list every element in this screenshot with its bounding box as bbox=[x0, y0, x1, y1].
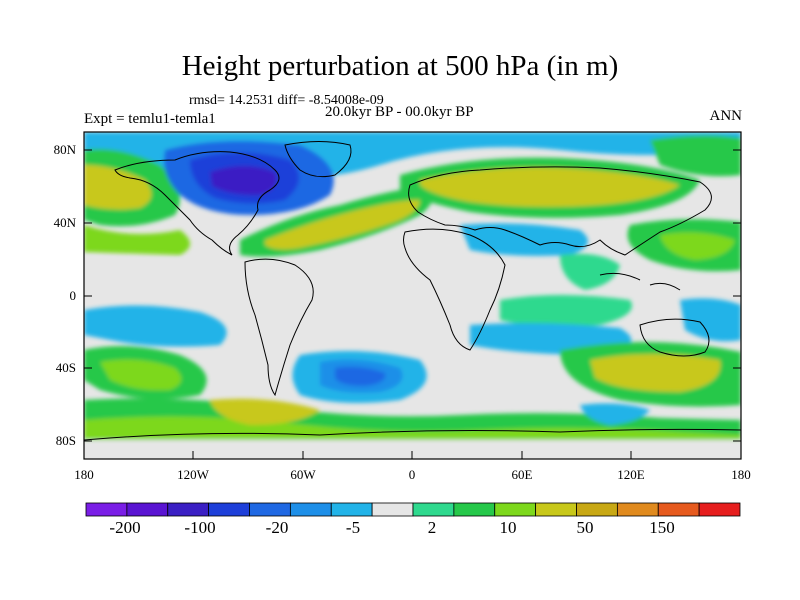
colorbar-box bbox=[330, 502, 373, 517]
lon-ticks bbox=[83, 451, 742, 459]
plot-title: Height perturbation at 500 hPa (in m) bbox=[181, 50, 619, 82]
stats-label: rmsd= 14.2531 diff= -8.54008e-09 bbox=[189, 93, 384, 108]
experiment-label: Expt = temlu1-temla1 bbox=[84, 111, 216, 127]
lat-ticks bbox=[84, 149, 741, 442]
lon-label-180w: 180 bbox=[74, 467, 94, 482]
lat-label-40s: 40S bbox=[55, 360, 76, 375]
colorbar-box bbox=[453, 502, 496, 517]
colorbar-label: 10 bbox=[499, 518, 517, 537]
colorbar-box bbox=[85, 502, 128, 517]
colorbar-box bbox=[167, 502, 210, 517]
lon-label-120e: 120E bbox=[617, 467, 645, 482]
colorbar-label: 150 bbox=[649, 518, 675, 537]
colorbar-box bbox=[576, 502, 618, 517]
colorbar-box bbox=[616, 502, 659, 517]
colorbar-box bbox=[249, 502, 291, 517]
colorbar-label: -100 bbox=[184, 518, 216, 537]
lon-label-0: 0 bbox=[408, 467, 416, 482]
lat-label-0: 0 bbox=[69, 288, 77, 303]
colorbar-box bbox=[494, 502, 537, 517]
colorbar-label: -5 bbox=[345, 518, 361, 537]
colorbar-box bbox=[371, 502, 414, 517]
colorbar-box bbox=[698, 502, 741, 517]
colorbar-box bbox=[126, 502, 169, 517]
lat-label-80n: 80N bbox=[53, 142, 76, 157]
colorbar-label: -200 bbox=[109, 518, 141, 537]
lon-label-60w: 60W bbox=[290, 467, 316, 482]
lon-label-180e: 180 bbox=[731, 467, 751, 482]
lon-label-60e: 60E bbox=[511, 467, 533, 482]
colorbar-box bbox=[535, 502, 577, 517]
colorbar-box bbox=[412, 502, 455, 517]
coastlines bbox=[84, 141, 741, 441]
colorbar-box bbox=[289, 502, 332, 517]
lat-label-40n: 40N bbox=[53, 215, 76, 230]
colorbar-label: -20 bbox=[265, 518, 289, 537]
colorbar-label: 2 bbox=[427, 518, 437, 537]
period-label: 20.0kyr BP - 00.0kyr BP bbox=[325, 104, 474, 120]
season-label: ANN bbox=[709, 108, 743, 124]
lat-label-80s: 80S bbox=[55, 433, 76, 448]
lon-label-120w: 120W bbox=[177, 467, 209, 482]
field-map bbox=[84, 132, 741, 459]
colorbar bbox=[85, 502, 741, 517]
colorbar-box bbox=[208, 502, 250, 517]
colorbar-label: 50 bbox=[576, 518, 594, 537]
colorbar-box bbox=[657, 502, 700, 517]
